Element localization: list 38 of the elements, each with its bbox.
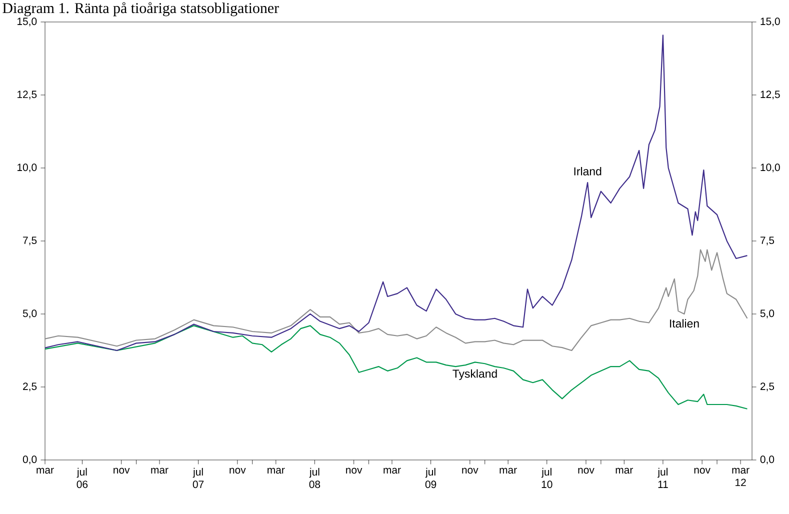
x-tick-label: nov xyxy=(230,468,246,474)
y2-tick-label: 0,0 xyxy=(760,456,774,464)
y2-tick-label: 5,0 xyxy=(760,310,774,318)
x-tick-label: jul 11 xyxy=(657,468,668,488)
annotation: Tyskland xyxy=(452,369,497,380)
y-tick-label: 15,0 xyxy=(18,18,37,26)
x-tick-label: mar xyxy=(151,468,168,474)
y-tick-label: 5,0 xyxy=(22,310,37,318)
x-tick-label: nov xyxy=(346,468,362,474)
annotation: Italien xyxy=(670,319,699,328)
annotation: Irland xyxy=(574,167,602,176)
x-tick-label: jul 10 xyxy=(541,468,552,488)
x-tick-label: jul 09 xyxy=(425,468,436,488)
x-tick-label: nov xyxy=(462,468,478,474)
x-tick-label: jul 08 xyxy=(309,468,320,488)
x-tick-label: mar xyxy=(616,468,633,474)
y2-tick-label: 7,5 xyxy=(760,236,774,246)
x-tick-label: jul 07 xyxy=(192,468,204,488)
chart-title: Diagram 1. Ränta på tioåriga statsobligationer xyxy=(2,2,279,16)
x-tick-label: mar xyxy=(268,468,285,474)
y2-tick-label: 12,5 xyxy=(760,90,780,100)
y-tick-label: 2,5 xyxy=(23,382,37,392)
x-tick-label: mar xyxy=(500,468,517,474)
x-tick-label: nov xyxy=(578,468,594,474)
x-tick-label: jul 06 xyxy=(76,468,88,488)
x-tick-label: mar xyxy=(36,468,54,474)
y-tick-label: 0,0 xyxy=(22,456,37,464)
y-tick-label: 12,5 xyxy=(18,90,37,100)
y-tick-label: 10,0 xyxy=(18,164,37,172)
x-tick-label: nov xyxy=(694,468,710,474)
y2-tick-label: 10,0 xyxy=(760,164,780,172)
y-tick-label: 7,5 xyxy=(23,236,37,246)
y2-tick-label: 2,5 xyxy=(760,382,774,392)
line-series xyxy=(45,34,748,352)
y2-tick-label: 15,0 xyxy=(760,18,780,26)
x-tick-label: mar 12 xyxy=(732,468,750,486)
x-tick-label: nov xyxy=(114,468,130,474)
x-tick-label: mar xyxy=(384,468,401,474)
